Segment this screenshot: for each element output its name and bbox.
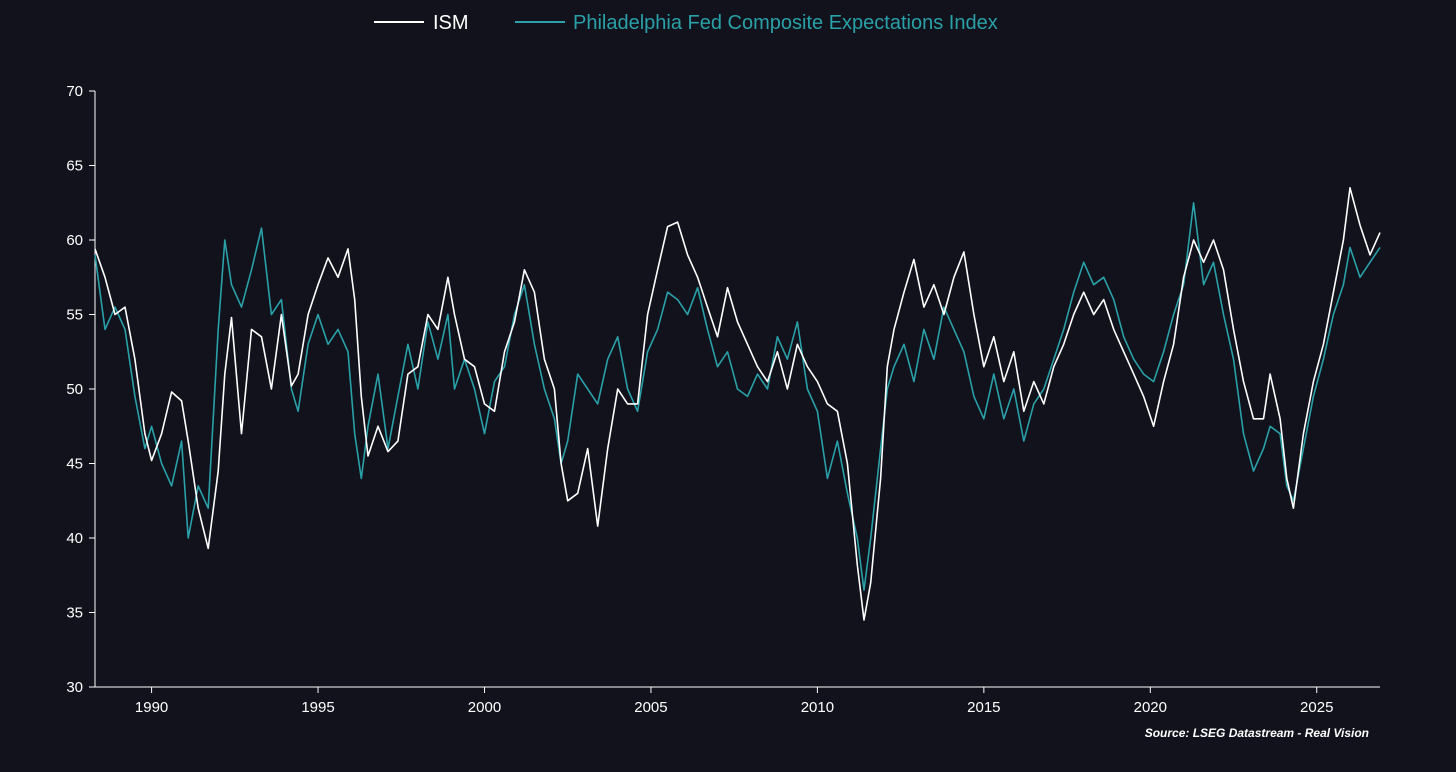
y-tick-label: 65 — [66, 158, 83, 175]
legend-ism-label: ISM — [433, 12, 469, 34]
x-tick-label: 2000 — [468, 699, 501, 716]
y-tick-label: 40 — [66, 530, 83, 547]
y-tick-label: 35 — [66, 605, 83, 622]
source-label: Source: LSEG Datastream - Real Vision — [1145, 726, 1369, 740]
x-tick-label: 1995 — [301, 699, 334, 716]
x-tick-label: 2020 — [1134, 699, 1167, 716]
y-tick-label: 70 — [66, 83, 83, 100]
x-tick-label: 2005 — [634, 699, 667, 716]
series-layer — [94, 187, 1381, 621]
y-tick-label: 30 — [66, 679, 83, 696]
x-ticks: 1990 1995 2000 2005 2010 2015 2020 2025 — [135, 687, 1333, 716]
y-ticks: 30 35 40 45 50 55 60 65 70 — [66, 83, 95, 696]
y-tick-label: 55 — [66, 307, 83, 324]
x-tick-label: 1990 — [135, 699, 168, 716]
x-tick-label: 2025 — [1300, 699, 1333, 716]
philly-fed-series-line — [94, 202, 1381, 591]
x-tick-label: 2015 — [967, 699, 1000, 716]
y-tick-label: 50 — [66, 381, 83, 398]
y-tick-label: 45 — [66, 456, 83, 473]
x-tick-label: 2010 — [801, 699, 834, 716]
y-tick-label: 60 — [66, 232, 83, 249]
ism-series-line — [94, 187, 1381, 621]
legend-philly-label: Philadelphia Fed Composite Expectations … — [573, 12, 998, 34]
legend: ISM Philadelphia Fed Composite Expectati… — [374, 12, 998, 34]
